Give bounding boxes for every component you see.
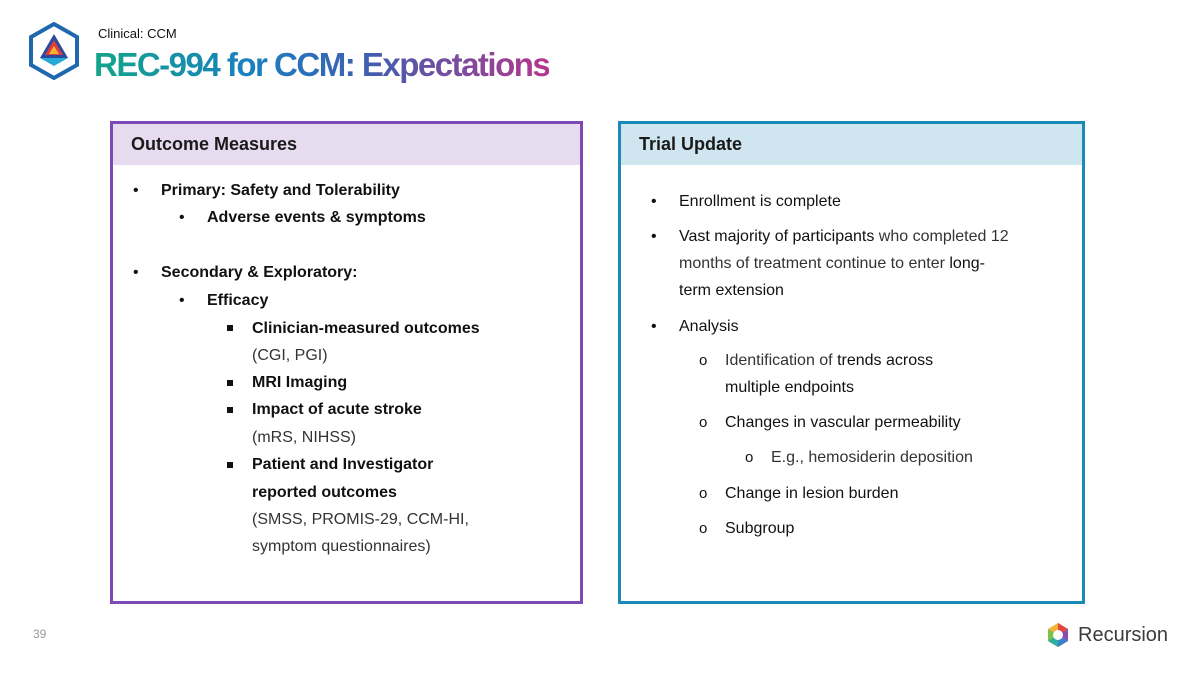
majority-line2: months of treatment continue to enter lo… [679, 254, 985, 274]
majority-bold: Vast majority of participants [679, 228, 875, 245]
bullet-icon: • [651, 228, 657, 245]
primary-sub-item: Adverse events & symptoms [207, 209, 426, 226]
company-logo-icon [29, 22, 79, 80]
square-bullet-icon [227, 325, 233, 331]
example-hemosiderin: E.g., hemosiderin deposition [771, 449, 973, 466]
bullet-icon: • [651, 318, 657, 335]
majority-bold2: long- [949, 255, 985, 272]
clinician-outcomes: Clinician-measured outcomes [252, 320, 480, 337]
lesion-burden: Change in lesion burden [725, 485, 899, 502]
trends-text: Identification of [725, 352, 838, 369]
acute-stroke-impact: Impact of acute stroke [252, 401, 422, 418]
reported-outcomes-detail1: (SMSS, PROMIS-29, CCM-HI, [252, 511, 469, 528]
outcome-measures-panel: Outcome Measures • Primary: Safety and T… [110, 121, 583, 604]
reported-outcomes-line1: Patient and Investigator [252, 456, 434, 473]
bullet-icon: • [179, 292, 185, 309]
clinician-outcomes-detail: (CGI, PGI) [252, 347, 328, 364]
enrollment-status: Enrollment is complete [679, 193, 841, 210]
majority-text1: who completed 12 [874, 228, 1009, 245]
efficacy-item: Efficacy [207, 292, 269, 309]
page-number: 39 [33, 627, 47, 641]
outcome-measures-heading: Outcome Measures [113, 124, 580, 165]
square-bullet-icon [227, 380, 233, 386]
recursion-logo-icon [1048, 623, 1068, 647]
analysis-item: Analysis [679, 318, 739, 335]
reported-outcomes-line2: reported outcomes [252, 484, 397, 501]
trends-bold1: trends across [837, 352, 934, 369]
trial-update-panel: Trial Update • Enrollment is complete • … [618, 121, 1085, 604]
secondary-endpoint: Secondary & Exploratory: [161, 264, 358, 281]
slide-title: REC-994 for CCM: Expectations [94, 46, 551, 83]
bullet-icon: • [133, 182, 139, 199]
trends-bold2: multiple endpoints [725, 379, 854, 396]
brand-name: Recursion [1078, 624, 1169, 646]
primary-endpoint: Primary: Safety and Tolerability [161, 182, 400, 199]
mri-imaging: MRI Imaging [252, 374, 348, 391]
bullet-icon: • [133, 264, 139, 281]
acute-stroke-detail: (mRS, NIHSS) [252, 429, 356, 446]
majority-text2: months of treatment continue to enter [679, 255, 950, 272]
subgroup: Subgroup [725, 520, 795, 537]
circle-bullet-icon: o [699, 414, 708, 431]
circle-bullet-icon: o [699, 520, 708, 537]
majority-bold3: term extension [679, 282, 784, 299]
circle-bullet-icon: o [699, 352, 708, 369]
circle-bullet-icon: o [699, 485, 708, 502]
trial-update-heading: Trial Update [621, 124, 1082, 165]
vascular-permeability: Changes in vascular permeability [725, 414, 961, 431]
bullet-icon: • [651, 193, 657, 210]
trends-line1: Identification of trends across [725, 351, 933, 371]
section-kicker: Clinical: CCM [98, 26, 177, 41]
bullet-icon: • [179, 209, 185, 226]
reported-outcomes-detail2: symptom questionnaires) [252, 538, 431, 555]
square-bullet-icon [227, 407, 233, 413]
square-bullet-icon [227, 462, 233, 468]
circle-bullet-icon: o [745, 449, 754, 466]
majority-line1: Vast majority of participants who comple… [679, 227, 1009, 247]
